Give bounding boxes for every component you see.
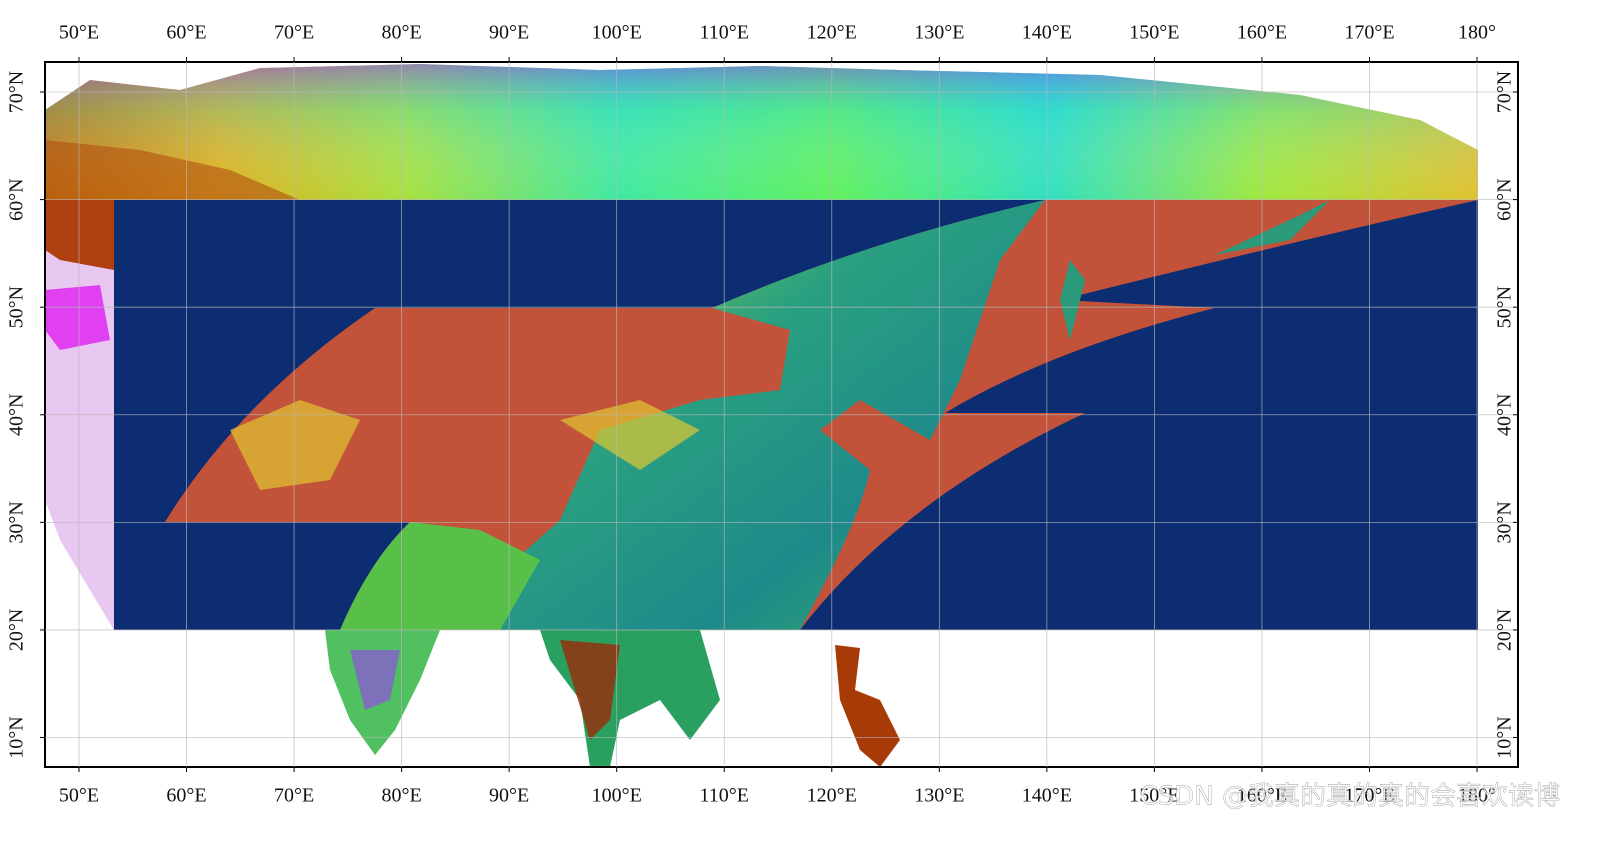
- x-tick-label: 110°E: [699, 22, 748, 44]
- x-tick-label: 50°E: [59, 785, 99, 807]
- x-tick-label: 120°E: [807, 785, 857, 807]
- india-shade: [350, 650, 400, 710]
- watermark: CSDN @我真的真的真的会喜欢读博: [1140, 782, 1560, 812]
- y-tick-label: 60°N: [1494, 178, 1516, 220]
- x-tick-label: 140°E: [1022, 22, 1072, 44]
- y-tick-label: 20°N: [6, 609, 28, 651]
- y-tick-label: 50°N: [1494, 286, 1516, 328]
- x-tick-label: 100°E: [592, 22, 642, 44]
- vegetation-islands: [1060, 200, 1330, 340]
- x-tick-label: 50°E: [59, 22, 99, 44]
- x-tick-label: 160°E: [1237, 785, 1287, 807]
- y-tick-label: 60°N: [6, 178, 28, 220]
- y-tick-label: 50°N: [6, 286, 28, 328]
- x-tick-label: 60°E: [166, 785, 206, 807]
- x-tick-label: 70°E: [274, 22, 314, 44]
- x-tick-label: 170°E: [1344, 785, 1394, 807]
- y-tick-label: 10°N: [6, 716, 28, 758]
- x-tick-label: 80°E: [381, 785, 421, 807]
- x-tick-label: 80°E: [381, 22, 421, 44]
- indochina-dry: [560, 640, 620, 740]
- x-tick-label: 170°E: [1344, 22, 1394, 44]
- x-tick-label: 150°E: [1129, 22, 1179, 44]
- vegetation-south: [340, 522, 540, 630]
- x-tick-label: 60°E: [166, 22, 206, 44]
- y-tick-label: 30°N: [6, 501, 28, 543]
- y-tick-label: 70°N: [1494, 71, 1516, 113]
- x-tick-label: 150°E: [1129, 785, 1179, 807]
- vegetation-patches: [230, 400, 700, 490]
- y-tick-label: 20°N: [1494, 609, 1516, 651]
- x-tick-label: 110°E: [699, 785, 748, 807]
- x-tick-label: 120°E: [807, 22, 857, 44]
- west-land-dry: [45, 200, 114, 270]
- x-tick-label: 130°E: [914, 22, 964, 44]
- x-tick-label: 90°E: [489, 22, 529, 44]
- y-tick-label: 30°N: [1494, 501, 1516, 543]
- y-tick-label: 40°N: [1494, 394, 1516, 436]
- y-tick-label: 10°N: [1494, 716, 1516, 758]
- x-tick-label: 160°E: [1237, 22, 1287, 44]
- west-land-wet: [45, 285, 110, 350]
- x-tick-label: 180°: [1458, 22, 1496, 44]
- x-tick-label: 130°E: [914, 785, 964, 807]
- north-land-dry: [45, 140, 300, 200]
- x-tick-label: 70°E: [274, 785, 314, 807]
- north-land-shade: [45, 64, 1478, 200]
- y-tick-label: 70°N: [6, 71, 28, 113]
- y-tick-label: 40°N: [6, 394, 28, 436]
- philippines: [835, 645, 900, 767]
- x-tick-label: 180°: [1458, 785, 1496, 807]
- x-tick-label: 140°E: [1022, 785, 1072, 807]
- x-tick-label: 100°E: [592, 785, 642, 807]
- x-tick-label: 90°E: [489, 785, 529, 807]
